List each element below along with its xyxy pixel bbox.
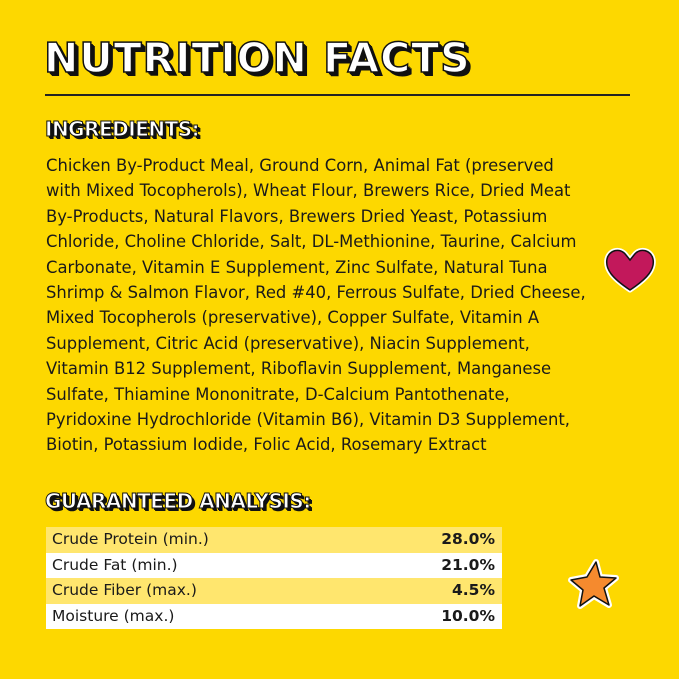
ingredients-line: By-Products, Natural Flavors, Brewers Dr… (46, 206, 548, 226)
heart-icon (604, 247, 656, 293)
table-row: Crude Fat (min.) 21.0% (46, 552, 502, 578)
ingredients-line: Pyridoxine Hydrochloride (Vitamin B6), V… (46, 410, 570, 430)
row-label: Crude Protein (min.) (52, 530, 209, 548)
table-row: Crude Fiber (max.) 4.5% (46, 578, 502, 604)
page-title: NUTRITION FACTS (43, 33, 471, 83)
analysis-table: Crude Protein (min.) 28.0% Crude Fat (min… (46, 527, 502, 629)
ingredients-heading: INGREDIENTS: (44, 117, 200, 142)
ingredients-line: Vitamin B12 Supplement, Riboflavin Suppl… (46, 359, 552, 379)
row-value: 21.0% (441, 555, 495, 574)
ingredients-line: Mixed Tocopherols (preservative), Copper… (46, 308, 540, 328)
divider (45, 94, 630, 96)
ingredients-line: Biotin, Potassium Iodide, Folic Acid, Ro… (46, 435, 487, 455)
ingredients-line: Chloride, Choline Chloride, Salt, DL-Met… (46, 232, 577, 252)
ingredients-line: Carbonate, Vitamin E Supplement, Zinc Su… (46, 257, 548, 277)
row-value: 10.0% (441, 606, 495, 625)
analysis-heading: GUARANTEED ANALYSIS: (45, 489, 312, 514)
row-label: Crude Fiber (max.) (52, 581, 197, 599)
ingredients-list: Chicken By-Product Meal, Ground Corn, An… (46, 153, 586, 458)
row-value: 4.5% (452, 581, 495, 599)
row-label: Moisture (max.) (52, 606, 175, 625)
table-row: Moisture (max.) 10.0% (46, 603, 502, 629)
ingredients-line: with Mixed Tocopherols), Wheat Flour, Br… (46, 181, 571, 201)
ingredients-line: Sulfate, Thiamine Mononitrate, D-Calcium… (46, 384, 510, 404)
row-value: 28.0% (441, 530, 495, 548)
ingredients-line: Shrimp & Salmon Flavor, Red #40, Ferrous… (46, 283, 586, 303)
table-row: Crude Protein (min.) 28.0% (46, 527, 502, 553)
ingredients-line: Supplement, Citric Acid (preservative), … (46, 333, 530, 353)
ingredients-line: Chicken By-Product Meal, Ground Corn, An… (46, 156, 554, 175)
row-label: Crude Fat (min.) (52, 555, 178, 574)
star-icon (568, 559, 619, 609)
